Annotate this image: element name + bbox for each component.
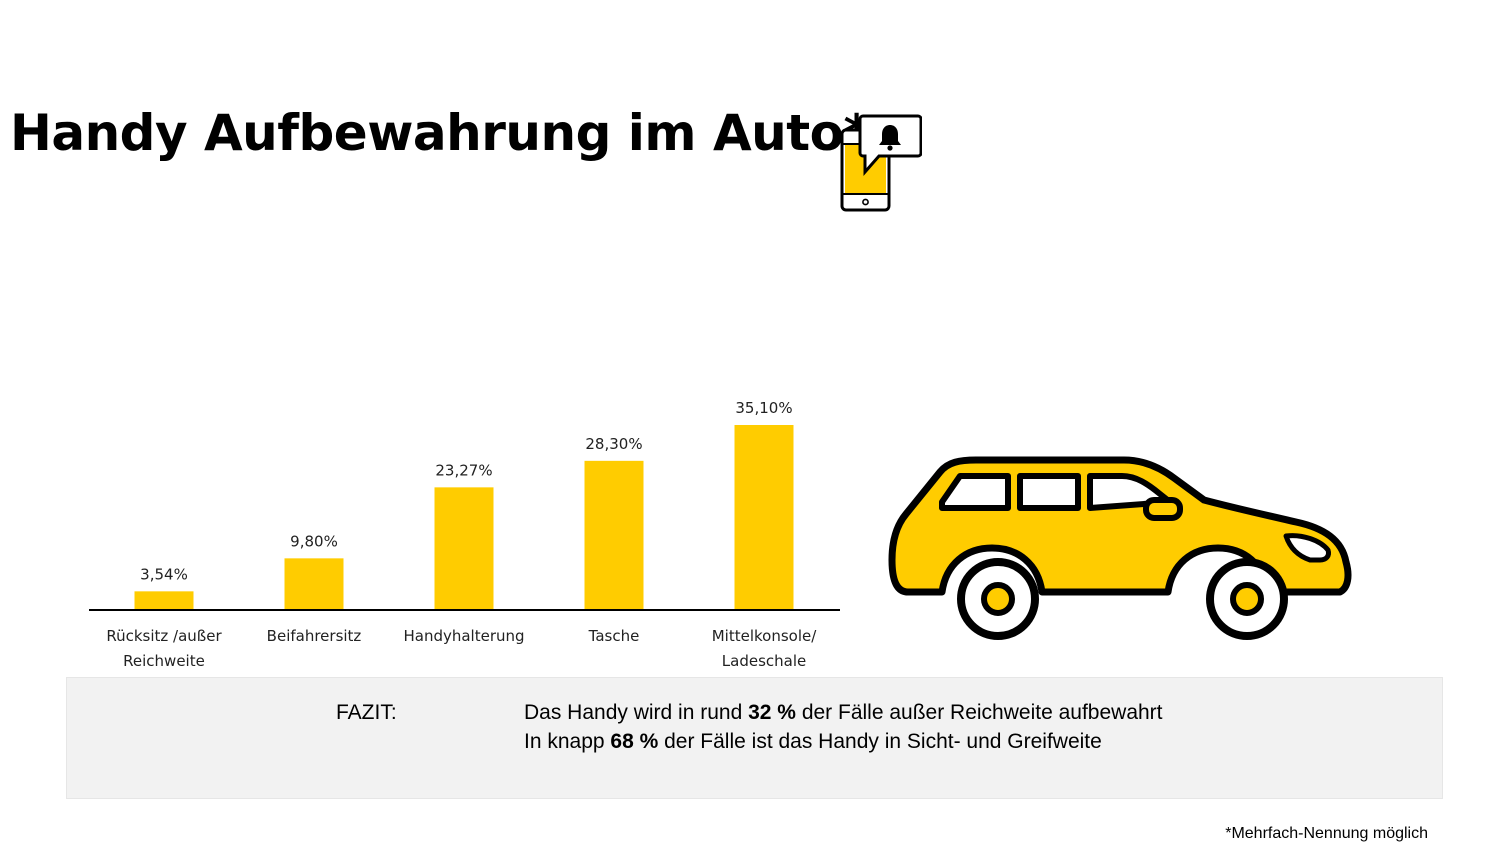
value-label-1: 9,80%: [290, 532, 338, 550]
value-label-2: 23,27%: [435, 461, 492, 479]
fazit-line-1-bold: 32 %: [748, 701, 796, 724]
footnote: *Mehrfach-Nennung möglich: [1225, 825, 1428, 842]
category-label-1: Beifahrersitz: [267, 627, 362, 645]
fazit-line-2-pre: In knapp: [524, 730, 611, 753]
bar-0: [134, 591, 194, 610]
category-label-3: Tasche: [588, 627, 640, 645]
fazit-line-2: In knapp 68 % der Fälle ist das Handy in…: [524, 727, 1163, 756]
bar-chart: 3,54% Rücksitz /außer Reichweite 9,80% Beifa…: [89, 399, 840, 670]
category-label-2: Handyhalterung: [403, 627, 524, 645]
bar-3: [584, 460, 644, 610]
fazit-line-2-bold: 68 %: [610, 730, 659, 753]
car-icon: [888, 456, 1352, 640]
category-label-4: Mittelkonsole/: [712, 627, 817, 645]
phone-notification-bell-icon: [840, 114, 922, 212]
value-label-4: 35,10%: [735, 399, 792, 417]
fazit-panel: FAZIT: Das Handy wird in rund 32 % der F…: [66, 677, 1443, 799]
category-label-0-line-2: Reichweite: [123, 652, 205, 670]
fazit-line-1-pre: Das Handy wird in rund: [524, 701, 749, 724]
category-label-4-line-2: Ladeschale: [722, 652, 806, 670]
fazit-line-1: Das Handy wird in rund 32 % der Fälle au…: [524, 698, 1163, 727]
bar-1: [284, 558, 344, 610]
bar-2: [434, 487, 494, 610]
page-title: Handy Aufbewahrung im Auto*: [10, 104, 870, 162]
bar-4: [734, 425, 794, 610]
fazit-label: FAZIT:: [336, 701, 397, 724]
fazit-text: Das Handy wird in rund 32 % der Fälle au…: [524, 698, 1163, 756]
value-label-3: 28,30%: [585, 435, 642, 453]
fazit-line-1-post: der Fälle außer Reichweite aufbewahrt: [795, 701, 1163, 724]
fazit-line-2-post: der Fälle ist das Handy in Sicht- und Gr…: [658, 730, 1102, 753]
value-label-0: 3,54%: [140, 565, 188, 583]
category-label-0: Rücksitz /außer: [106, 627, 222, 645]
